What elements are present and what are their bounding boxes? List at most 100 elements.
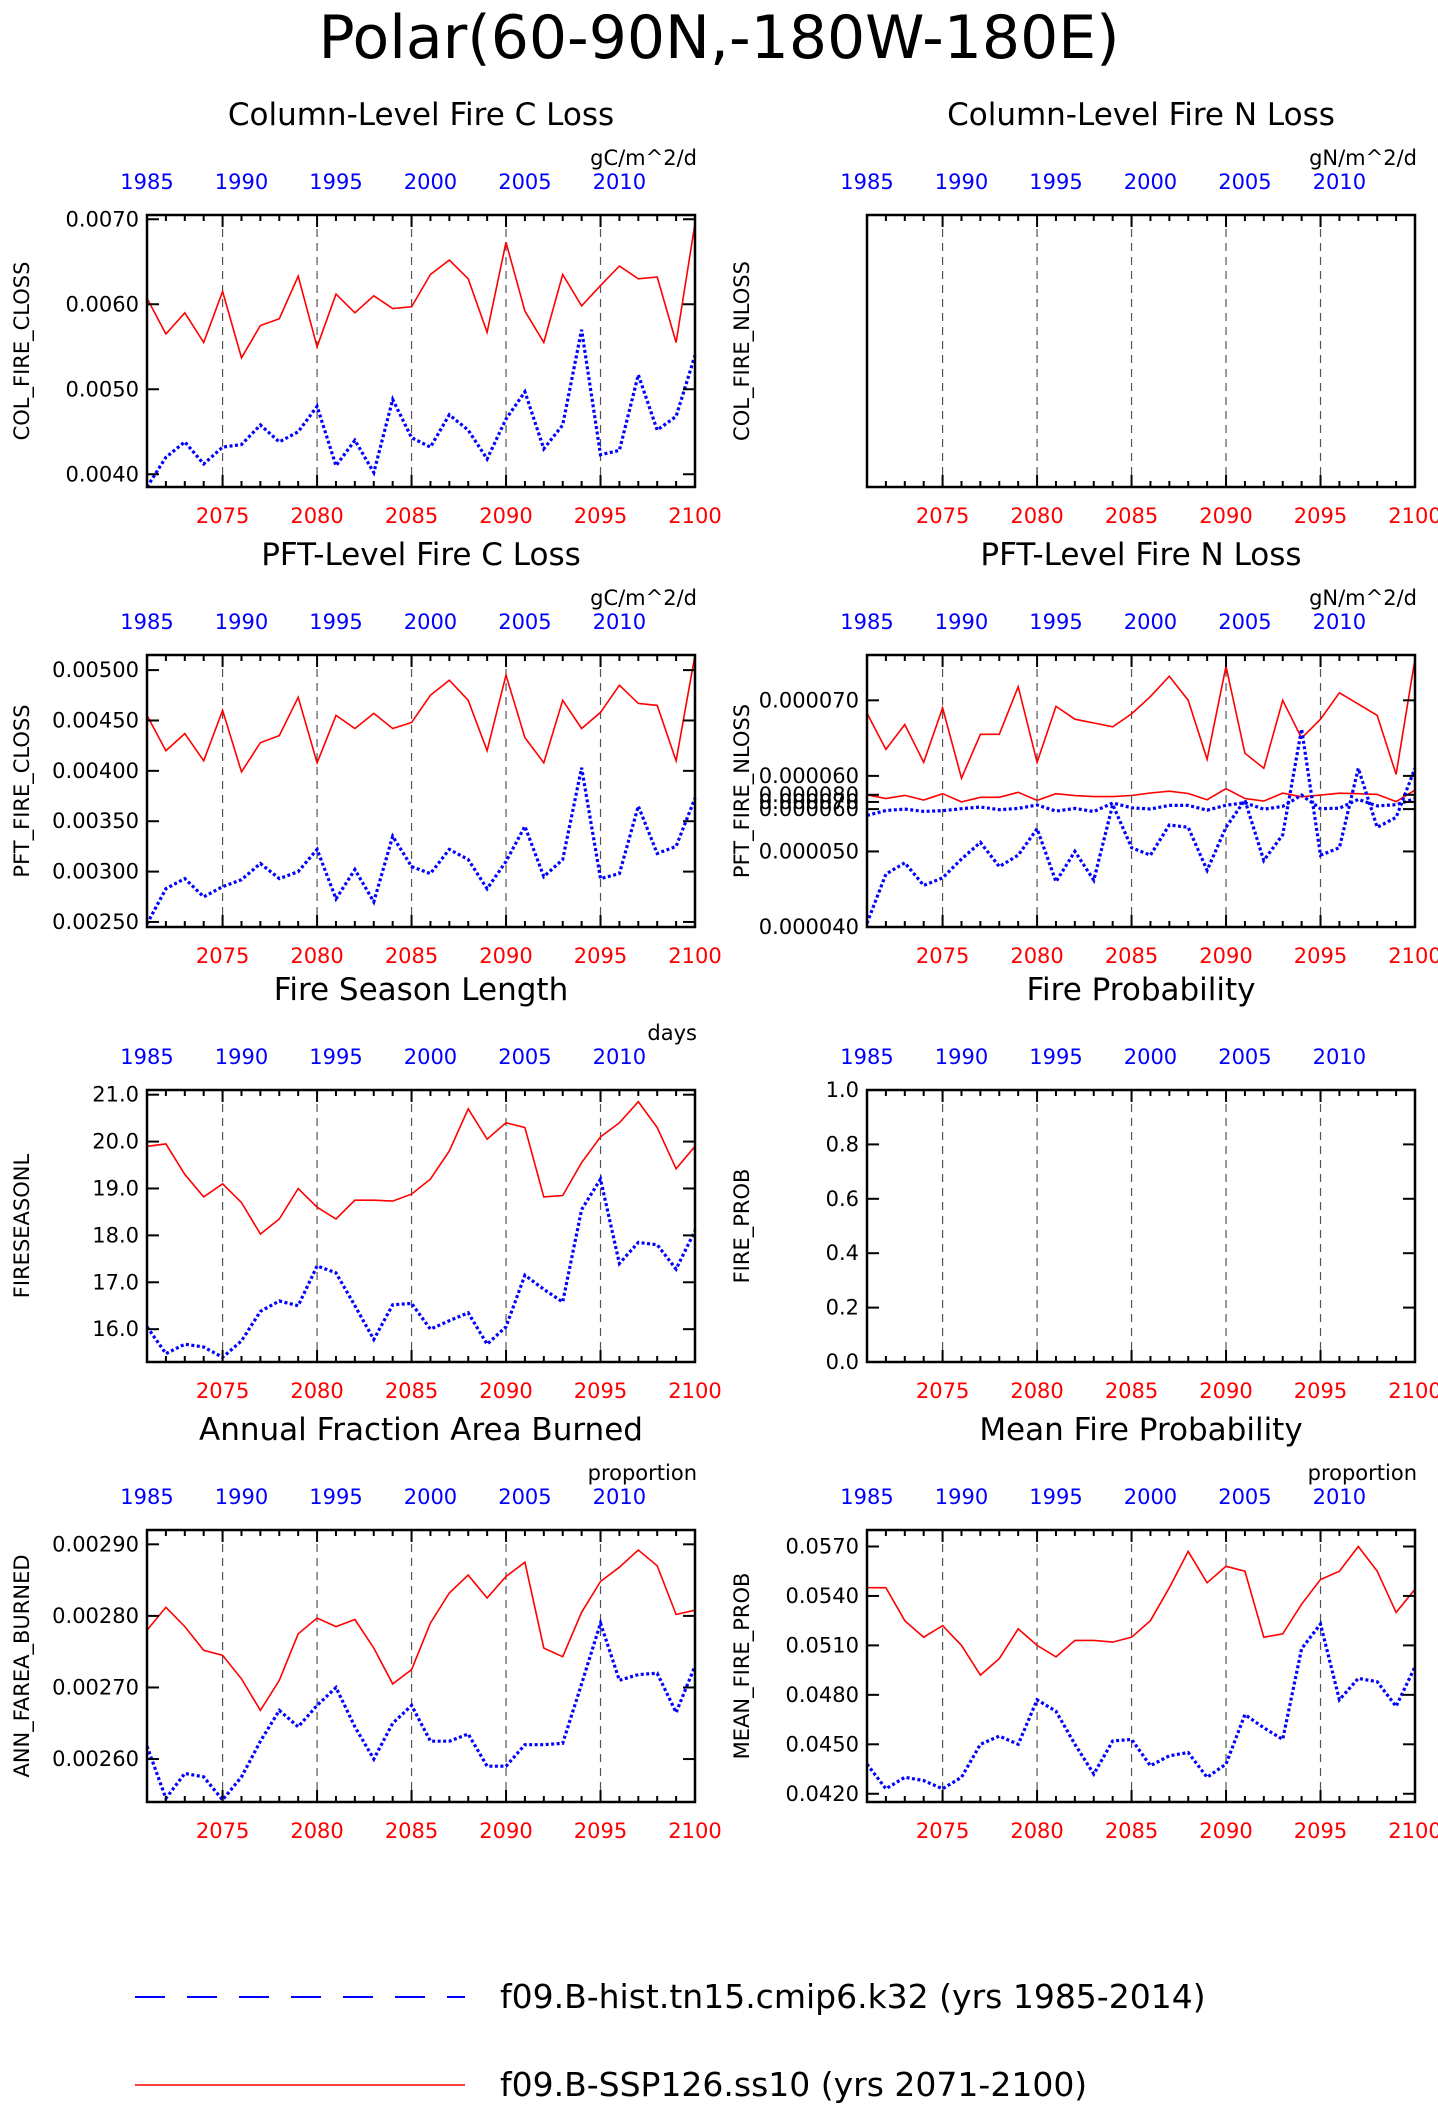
x-tick-label-top: 1985: [840, 1485, 893, 1509]
x-tick-label-bottom: 2075: [196, 1819, 249, 1843]
units-label: gN/m^2/d: [1309, 586, 1417, 610]
panel-pft-fire-closs: 2075 2080 2085 2090 2095 2100 1985 1990 1995 2000…: [10, 537, 722, 968]
x-tick-label-bottom: 2085: [385, 1379, 438, 1403]
y-tick-label: 0.0060: [66, 292, 139, 316]
panel-title: Column-Level Fire C Loss: [228, 97, 614, 133]
y-tick-label: 0.0570: [786, 1534, 859, 1558]
x-tick-label-top: 2005: [498, 170, 551, 194]
x-tick-label-bottom: 2100: [668, 1379, 721, 1403]
y-tick-label: 0.00280: [52, 1604, 139, 1628]
y-tick-label: 0.000070: [759, 688, 859, 712]
x-tick-label-bottom: 2095: [1294, 1379, 1347, 1403]
panel-title: PFT-Level Fire N Loss: [980, 537, 1301, 573]
panel-col-fire-nloss: 2075 2080 2085 2090 2095 2100 1985 1990 1995 2000…: [730, 97, 1438, 821]
x-tick-label-bottom: 2075: [196, 944, 249, 968]
x-tick-label-bottom: 2080: [290, 504, 343, 528]
series-hist-line: [145, 329, 697, 488]
x-tick-label-top: 1995: [309, 610, 362, 634]
x-tick-label-top: 2010: [593, 1485, 646, 1509]
panel-fireseasonl: 2075 2080 2085 2090 2095 2100 1985 1990 1995 2000…: [10, 972, 722, 1403]
x-tick-label-top: 1990: [215, 1485, 268, 1509]
y-tick-label: 0.00300: [52, 860, 139, 884]
x-tick-label-top: 2005: [498, 1485, 551, 1509]
x-tick-label-top: 2010: [1313, 170, 1366, 194]
x-tick-label-top: 1995: [309, 1485, 362, 1509]
units-label: proportion: [588, 1461, 697, 1485]
x-tick-label-top: 1990: [935, 170, 988, 194]
x-tick-label-top: 2010: [1313, 1045, 1366, 1069]
panel-title: PFT-Level Fire C Loss: [261, 537, 581, 573]
x-tick-label-top: 2010: [593, 1045, 646, 1069]
y-axis-label: ANN_FAREA_BURNED: [10, 1554, 35, 1777]
series-hist-line: [865, 728, 1417, 924]
x-tick-label-bottom: 2090: [1199, 944, 1252, 968]
panel-title: Mean Fire Probability: [979, 1412, 1302, 1448]
x-tick-label-bottom: 2100: [1388, 504, 1438, 528]
y-tick-label: 1.0: [826, 1078, 859, 1102]
x-tick-label-bottom: 2075: [916, 944, 969, 968]
y-tick-label: 0.000040: [759, 915, 859, 939]
series-ssp-line: [866, 787, 1416, 803]
panel-title: Column-Level Fire N Loss: [947, 97, 1335, 133]
x-tick-label-top: 2010: [593, 170, 646, 194]
units-label: gN/m^2/d: [1309, 146, 1417, 170]
panel-pft-fire-nloss: 2075 2080 2085 2090 2095 2100 1985 1990 1995 2000…: [730, 537, 1438, 968]
plot-frame: [865, 1528, 1417, 1804]
y-tick-label: 0.8: [826, 1132, 859, 1156]
series-ssp-line: [146, 223, 696, 360]
y-tick-label: 0.00350: [52, 809, 139, 833]
units-label: days: [647, 1021, 697, 1045]
x-tick-label-bottom: 2080: [290, 1379, 343, 1403]
x-tick-label-top: 1985: [120, 170, 173, 194]
x-tick-label-top: 1995: [1029, 170, 1082, 194]
x-tick-label-bottom: 2100: [668, 1819, 721, 1843]
x-tick-label-bottom: 2100: [1388, 1819, 1438, 1843]
plot-frame: [145, 1528, 697, 1804]
x-tick-label-bottom: 2085: [1105, 944, 1158, 968]
x-tick-label-top: 1985: [840, 1045, 893, 1069]
series-hist-line: [145, 1174, 697, 1360]
panel-mean-fire-prob: 2075 2080 2085 2090 2095 2100 1985 1990 1995 2000…: [730, 1412, 1438, 1843]
x-tick-label-bottom: 2075: [916, 1379, 969, 1403]
y-tick-label: 0.6: [826, 1187, 859, 1211]
x-tick-label-bottom: 2100: [668, 504, 721, 528]
y-tick-label: 0.000050: [759, 839, 859, 863]
x-tick-label-top: 1985: [840, 610, 893, 634]
y-tick-label: 0.0510: [786, 1633, 859, 1657]
figure-title: Polar(60-90N,-180W-180E): [318, 3, 1119, 73]
legend: f09.B-hist.tn15.cmip6.k32 (yrs 1985-2014…: [135, 1977, 1206, 2104]
x-tick-label-bottom: 2090: [479, 504, 532, 528]
series-hist-line: [865, 1620, 1417, 1791]
plot-frame: [145, 1088, 697, 1364]
x-tick-label-bottom: 2085: [385, 1819, 438, 1843]
x-tick-label-top: 2010: [1313, 610, 1366, 634]
x-tick-label-bottom: 2080: [1010, 504, 1063, 528]
y-tick-label: 0.0540: [786, 1584, 859, 1608]
x-tick-label-bottom: 2095: [574, 1819, 627, 1843]
y-tick-label: 21.0: [92, 1083, 139, 1107]
x-tick-label-bottom: 2075: [196, 1379, 249, 1403]
y-tick-label: 0.000080: [759, 783, 859, 807]
x-tick-label-bottom: 2100: [1388, 944, 1438, 968]
y-tick-label: 0.000070: [759, 790, 859, 814]
y-tick-label: 0.00500: [52, 658, 139, 682]
x-tick-label-bottom: 2075: [916, 504, 969, 528]
x-tick-label-bottom: 2080: [290, 1819, 343, 1843]
y-tick-label: 0.0050: [66, 377, 139, 401]
x-tick-label-top: 1990: [215, 610, 268, 634]
series-ssp-line: [146, 654, 696, 774]
legend-ssp-label: f09.B-SSP126.ss10 (yrs 2071-2100): [500, 2065, 1087, 2104]
x-tick-label-top: 2005: [1218, 1045, 1271, 1069]
y-tick-label: 0.0070: [66, 207, 139, 231]
x-tick-label-bottom: 2100: [1388, 1379, 1438, 1403]
y-tick-label: 20.0: [92, 1130, 139, 1154]
panel-title: Fire Season Length: [274, 972, 568, 1008]
x-tick-label-top: 1985: [120, 610, 173, 634]
plot-frame: [865, 213, 1417, 489]
x-tick-label-top: 2000: [404, 1045, 457, 1069]
x-tick-label-bottom: 2085: [385, 944, 438, 968]
series-hist-line: [145, 1617, 697, 1803]
x-tick-label-bottom: 2090: [1199, 1379, 1252, 1403]
x-tick-label-top: 1990: [935, 1485, 988, 1509]
x-tick-label-top: 1985: [840, 170, 893, 194]
